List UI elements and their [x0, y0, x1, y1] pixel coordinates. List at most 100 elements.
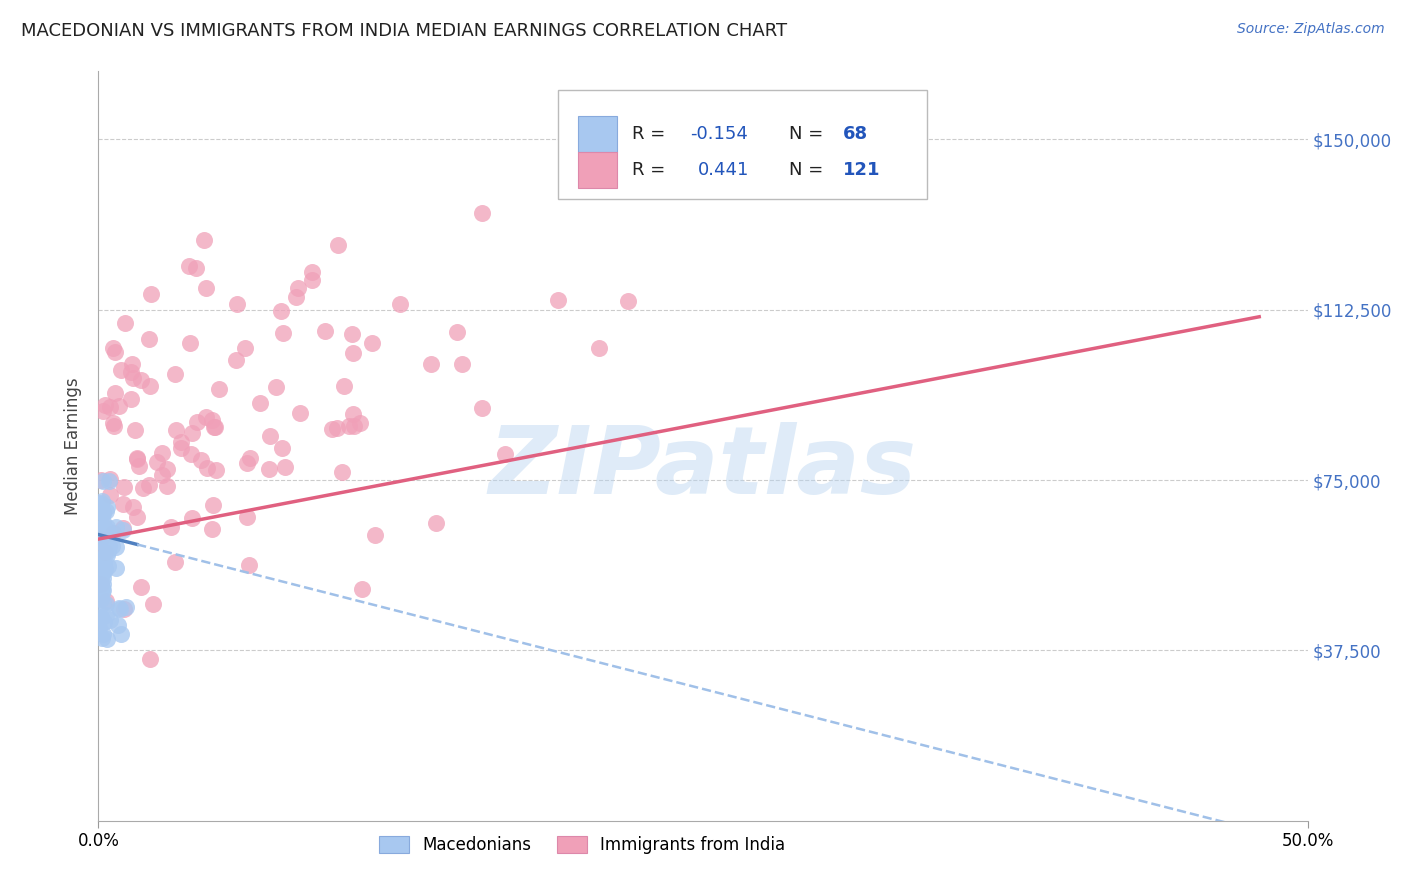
Point	[94, 545, 117, 559]
Point	[91, 550, 114, 565]
Point	[314, 324, 336, 338]
Point	[87, 526, 110, 541]
Point	[340, 326, 363, 341]
Point	[201, 412, 224, 426]
Point	[97, 544, 120, 558]
Point	[96, 500, 118, 514]
Y-axis label: Median Earnings: Median Earnings	[65, 377, 83, 515]
Point	[96, 597, 118, 611]
Point	[90, 631, 112, 645]
Point	[91, 582, 114, 597]
Point	[179, 335, 201, 350]
Point	[108, 600, 131, 615]
Text: R =: R =	[631, 161, 676, 178]
Point	[90, 577, 112, 591]
Point	[201, 522, 224, 536]
Point	[287, 281, 309, 295]
Point	[89, 584, 111, 599]
Point	[195, 410, 218, 425]
Point	[91, 404, 114, 418]
Point	[249, 395, 271, 409]
Point	[98, 472, 121, 486]
Point	[616, 293, 638, 308]
Point	[193, 233, 215, 247]
Text: 0.441: 0.441	[699, 161, 749, 178]
Point	[104, 561, 127, 575]
Point	[238, 558, 260, 572]
Point	[204, 419, 226, 434]
Point	[104, 385, 127, 400]
Point	[765, 120, 787, 134]
Point	[90, 581, 112, 595]
Point	[181, 511, 204, 525]
Point	[111, 521, 134, 535]
Point	[89, 557, 111, 571]
Point	[91, 506, 114, 520]
Text: 68: 68	[844, 125, 869, 144]
Point	[104, 344, 127, 359]
Point	[236, 509, 259, 524]
Point	[93, 570, 115, 584]
Point	[93, 519, 115, 533]
Point	[110, 363, 132, 377]
Point	[163, 555, 186, 569]
Text: Source: ZipAtlas.com: Source: ZipAtlas.com	[1237, 22, 1385, 37]
Point	[425, 516, 447, 530]
Point	[93, 627, 115, 641]
Point	[90, 591, 112, 606]
Point	[87, 554, 110, 568]
Point	[89, 567, 111, 582]
Point	[107, 617, 129, 632]
Point	[124, 423, 146, 437]
Point	[150, 446, 173, 460]
Point	[179, 259, 201, 273]
Point	[94, 593, 117, 607]
Point	[98, 488, 121, 502]
Point	[120, 392, 142, 407]
Point	[150, 468, 173, 483]
Point	[343, 419, 366, 434]
Point	[94, 607, 117, 622]
Text: -0.154: -0.154	[690, 125, 748, 144]
Point	[285, 290, 308, 304]
Point	[202, 420, 225, 434]
Point	[142, 597, 165, 611]
Point	[364, 527, 387, 541]
Text: N =: N =	[789, 161, 830, 178]
Point	[326, 421, 349, 435]
Point	[131, 373, 153, 387]
Point	[93, 557, 115, 571]
Point	[160, 520, 183, 534]
Point	[89, 621, 111, 635]
Point	[138, 478, 160, 492]
Point	[868, 144, 890, 158]
Point	[588, 341, 610, 355]
Point	[91, 577, 114, 591]
FancyBboxPatch shape	[558, 90, 927, 199]
Point	[388, 296, 411, 310]
Point	[195, 460, 218, 475]
Point	[271, 441, 294, 455]
Point	[90, 586, 112, 600]
Point	[93, 529, 115, 543]
Point	[111, 497, 134, 511]
Point	[225, 353, 247, 368]
Point	[108, 399, 131, 413]
Point	[87, 527, 110, 541]
Point	[87, 522, 110, 536]
Point	[204, 463, 226, 477]
Point	[326, 238, 349, 252]
Point	[208, 382, 231, 396]
Point	[259, 428, 281, 442]
Point	[93, 398, 115, 412]
Point	[547, 293, 569, 307]
Point	[125, 510, 148, 524]
Text: R =: R =	[631, 125, 671, 144]
Point	[114, 316, 136, 330]
Point	[349, 416, 371, 430]
Point	[273, 326, 295, 340]
Point	[115, 599, 138, 614]
Point	[96, 548, 118, 562]
Point	[100, 539, 122, 553]
Point	[337, 418, 360, 433]
